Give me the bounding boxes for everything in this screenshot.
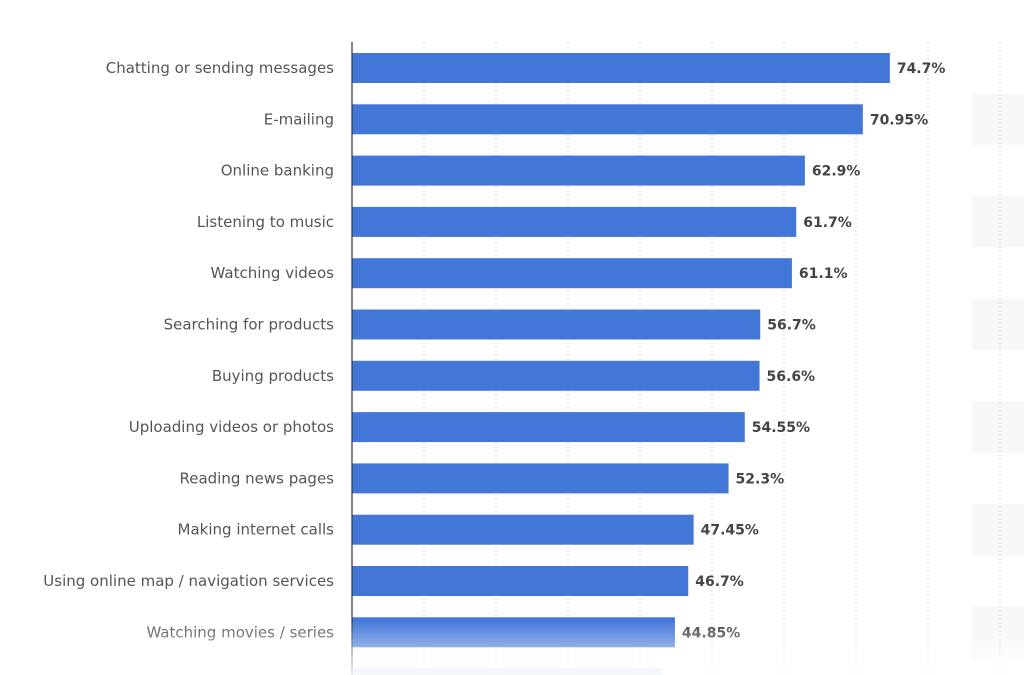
bar xyxy=(352,155,805,186)
value-label: 61.7% xyxy=(803,215,852,231)
bar xyxy=(352,566,689,596)
bar xyxy=(352,617,675,648)
gridlines xyxy=(423,42,1001,675)
category-label: Uploading videos or photos xyxy=(129,418,334,436)
bar xyxy=(352,514,694,545)
row-bands xyxy=(972,93,1024,658)
value-label: 70.95% xyxy=(870,112,928,128)
category-label: Watching videos xyxy=(211,264,335,282)
category-label: Buying products xyxy=(212,367,334,385)
value-label: 56.6% xyxy=(767,369,816,385)
row-band xyxy=(972,196,1024,248)
value-label: 62.9% xyxy=(812,164,861,180)
row-band xyxy=(972,298,1024,351)
value-label: 74.7% xyxy=(897,61,946,77)
category-label: Watching movies / series xyxy=(146,623,334,641)
row-band xyxy=(972,93,1024,145)
value-label: 46.7% xyxy=(695,574,744,590)
value-label: 56.7% xyxy=(767,318,816,334)
bars xyxy=(352,53,890,675)
bar xyxy=(352,360,760,391)
category-labels: Chatting or sending messages E-mailing Onl… xyxy=(43,59,334,641)
category-label: Reading news pages xyxy=(179,469,334,487)
category-label: E-mailing xyxy=(264,110,334,128)
bar xyxy=(352,258,792,289)
bar xyxy=(352,206,797,237)
bar xyxy=(352,53,890,83)
bar xyxy=(352,309,761,340)
category-label: Using online map / navigation services xyxy=(43,572,334,590)
category-label: Online banking xyxy=(221,162,334,180)
category-label: Searching for products xyxy=(164,316,335,334)
value-labels: 74.7% 70.95% 62.9% 61.7% 61.1% 56.7% 56.6% 54.5… xyxy=(682,61,945,641)
row-band xyxy=(972,606,1024,658)
bar xyxy=(352,412,745,443)
value-label: 47.45% xyxy=(701,523,759,539)
bar xyxy=(352,463,729,494)
row-band xyxy=(972,504,1024,556)
row-band xyxy=(972,401,1024,453)
value-label: 52.3% xyxy=(736,471,785,487)
bar-partial xyxy=(352,668,662,675)
category-label: Listening to music xyxy=(197,213,334,231)
value-label: 44.85% xyxy=(682,625,740,641)
category-label: Chatting or sending messages xyxy=(106,59,334,77)
value-label: 61.1% xyxy=(799,266,848,282)
bar xyxy=(352,104,863,135)
value-label: 54.55% xyxy=(752,420,810,436)
category-label: Making internet calls xyxy=(178,521,335,539)
